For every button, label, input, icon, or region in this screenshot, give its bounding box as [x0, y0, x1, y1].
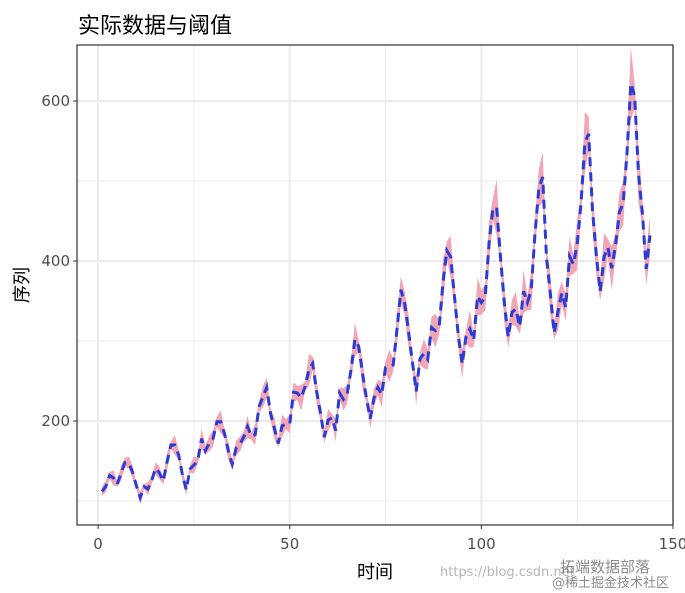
y-tick-label: 400	[41, 252, 70, 270]
x-tick-label: 150	[659, 535, 685, 553]
watermark-community: @稀土掘金技术社区	[552, 576, 670, 591]
x-tick-label: 100	[467, 535, 496, 553]
panel-border	[76, 44, 674, 526]
x-tick-label: 0	[93, 535, 103, 553]
actual-series-line	[100, 82, 652, 503]
chart-title: 实际数据与阈值	[78, 14, 233, 39]
y-tick-label: 600	[41, 92, 70, 110]
panel-background	[77, 45, 673, 525]
x-axis-label: 时间	[357, 562, 393, 583]
y-tick-label: 200	[41, 412, 70, 430]
watermark-url: https://blog.csdn.net	[440, 565, 575, 580]
x-tick-label: 50	[280, 535, 299, 553]
y-axis-label: 序列	[12, 267, 33, 303]
watermark-brand: 拓端数据部落	[560, 558, 651, 576]
